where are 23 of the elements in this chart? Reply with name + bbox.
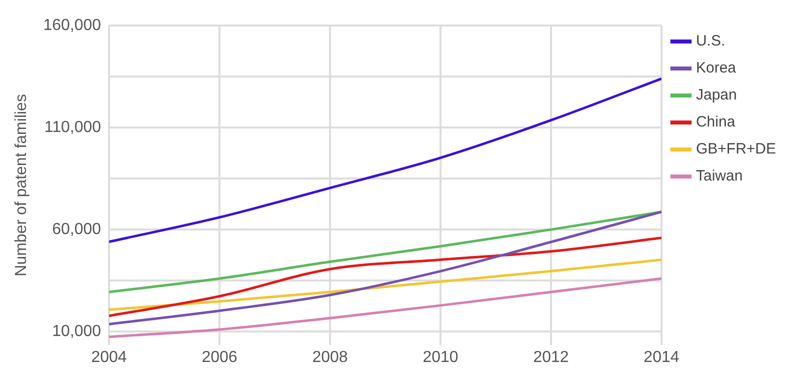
x-tick-label: 2010	[422, 348, 458, 366]
legend-label: Korea	[696, 60, 737, 77]
legend-label: China	[696, 114, 736, 131]
x-tick-label: 2012	[533, 348, 569, 366]
legend-label: Taiwan	[696, 168, 743, 185]
y-tick-label: 10,000	[52, 322, 102, 340]
x-tick-label: 2014	[644, 348, 680, 366]
line-series	[109, 77, 662, 244]
line-series	[109, 210, 662, 326]
legend-label: GB+FR+DE	[696, 140, 776, 158]
line-series	[109, 277, 662, 338]
x-tick-label: 2004	[91, 348, 127, 366]
line-series	[109, 210, 662, 294]
x-tick-label: 2006	[202, 348, 238, 366]
y-tick-label: 110,000	[44, 118, 102, 136]
y-tick-label: 160,000	[43, 17, 102, 34]
y-tick-label: 60,000	[52, 220, 102, 238]
legend-label: Japan	[696, 86, 737, 104]
line-series	[109, 236, 662, 318]
legend-label: U.S.	[696, 32, 726, 50]
x-tick-label: 2008	[312, 348, 348, 366]
line-series	[109, 258, 662, 311]
y-axis-title: Number of patent families	[13, 94, 30, 276]
